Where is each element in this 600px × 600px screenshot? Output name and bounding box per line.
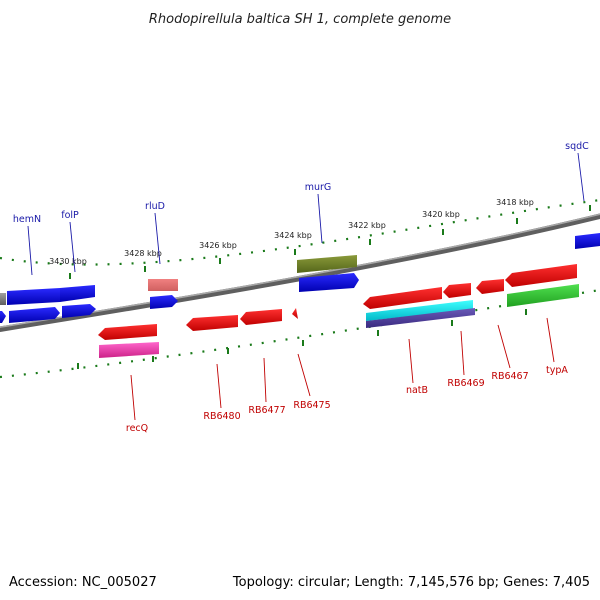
gene-label-hemN: hemN xyxy=(13,214,41,225)
gene-arrow-murG[interactable] xyxy=(297,255,357,273)
gene-labels-bottom: recQ RB6480 RB6477 RB6475 natB RB6469 RB… xyxy=(126,365,569,434)
gene-arrow[interactable] xyxy=(0,293,6,305)
gene-arrow-folP[interactable] xyxy=(60,285,95,302)
gene-arrow-natB[interactable] xyxy=(363,287,442,309)
gene-arrow[interactable] xyxy=(507,284,579,307)
gene-arrow[interactable] xyxy=(0,311,6,323)
accession-text: Accession: NC_005027 xyxy=(9,575,157,590)
gene-arrow-RB6475[interactable] xyxy=(292,308,298,319)
ruler-label: 3426 kbp xyxy=(199,241,237,250)
ruler-label: 3430 kbp xyxy=(49,257,87,266)
gene-features xyxy=(0,233,600,358)
gene-arrow[interactable] xyxy=(99,342,159,358)
gene-arrow-RB6480[interactable] xyxy=(186,315,238,331)
gene-label-recQ: recQ xyxy=(126,423,148,434)
gene-arrow[interactable] xyxy=(366,300,473,321)
ruler-label: 3420 kbp xyxy=(422,210,460,219)
map-title: Rhodopirellula baltica SH 1, complete ge… xyxy=(149,12,451,27)
gene-arrow[interactable] xyxy=(366,308,475,328)
ruler-label: 3424 kbp xyxy=(274,231,312,240)
gene-label-RB6480: RB6480 xyxy=(203,411,240,422)
gene-label-rluD: rluD xyxy=(145,201,165,212)
gene-label-typA: typA xyxy=(546,365,568,376)
gene-arrow[interactable] xyxy=(150,295,178,309)
ruler-label: 3422 kbp xyxy=(348,221,386,230)
gene-arrow-RB6467[interactable] xyxy=(476,279,504,294)
gene-arrow-RB6477[interactable] xyxy=(240,309,282,325)
ruler-major-ticks xyxy=(69,205,591,369)
gene-arrow-rluD[interactable] xyxy=(148,279,178,291)
gene-arrow[interactable] xyxy=(9,307,60,323)
genome-backbone xyxy=(0,213,600,332)
gene-label-RB6475: RB6475 xyxy=(293,400,330,411)
gene-arrow-RB6469[interactable] xyxy=(443,283,471,298)
gene-label-RB6469: RB6469 xyxy=(447,378,484,389)
gene-label-natB: natB xyxy=(406,385,428,396)
label-leaders xyxy=(27,152,585,421)
gene-arrow-typA[interactable] xyxy=(505,264,577,287)
gene-label-RB6467: RB6467 xyxy=(491,371,528,382)
gene-label-murG: murG xyxy=(305,182,332,193)
gene-labels-top: hemN folP rluD murG sqdC xyxy=(13,141,589,225)
gene-arrow[interactable] xyxy=(299,273,359,292)
gene-arrow-hemN[interactable] xyxy=(7,288,60,305)
gene-label-folP: folP xyxy=(61,210,79,221)
genome-summary-text: Topology: circular; Length: 7,145,576 bp… xyxy=(232,575,590,590)
gene-arrow-sqdC[interactable] xyxy=(575,233,600,249)
ruler-label: 3418 kbp xyxy=(496,198,534,207)
ruler-label: 3428 kbp xyxy=(124,249,162,258)
gene-label-RB6477: RB6477 xyxy=(248,405,285,416)
gene-arrow-recQ[interactable] xyxy=(98,324,157,340)
ruler-labels: 3430 kbp 3428 kbp 3426 kbp 3424 kbp 3422… xyxy=(49,198,534,266)
gene-arrow[interactable] xyxy=(62,304,96,318)
gene-label-sqdC: sqdC xyxy=(565,141,589,152)
